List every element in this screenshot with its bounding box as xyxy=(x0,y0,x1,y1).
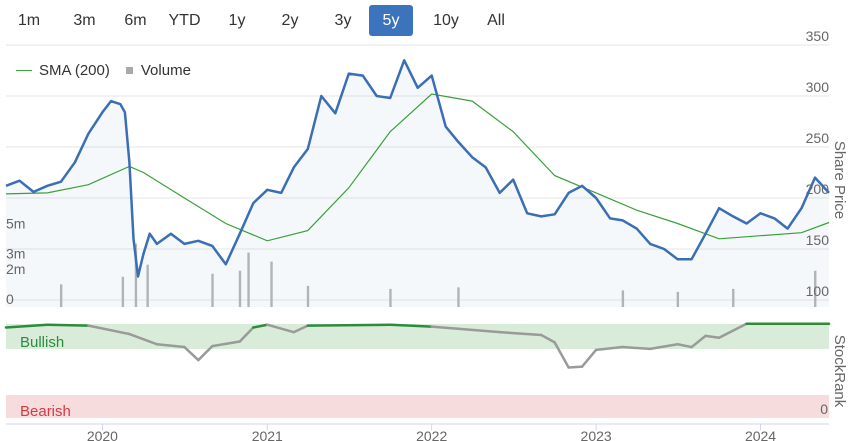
stockrank-segment xyxy=(388,323,433,328)
volume-bar xyxy=(270,261,273,307)
volume-legend-label: Volume xyxy=(140,62,191,79)
stockrank-segment xyxy=(306,323,392,327)
x-tick-label: 2022 xyxy=(416,428,447,441)
volume-bar xyxy=(59,284,63,307)
stockrank-axis-label: StockRank xyxy=(831,335,848,408)
x-axis-ticks: 2020 2021 2022 2023 2024 xyxy=(87,424,776,441)
stockrank-segment xyxy=(46,323,90,327)
sma-legend-swatch xyxy=(16,70,32,71)
price-tick-label: 100 xyxy=(806,283,830,299)
range-button-1y[interactable]: 1y xyxy=(218,5,256,36)
stockrank-segment xyxy=(238,326,255,343)
stockrank-segment xyxy=(676,343,693,349)
volume-bar xyxy=(211,273,214,307)
bearish-band xyxy=(6,395,829,418)
stockrank-segment xyxy=(690,334,707,349)
stockrank-segment xyxy=(197,344,214,362)
range-button-5y[interactable]: 5y xyxy=(369,5,413,36)
stockrank-segment xyxy=(292,324,310,334)
stockrank-segment xyxy=(594,345,624,352)
stockrank-segment xyxy=(704,334,721,339)
stockrank-segment xyxy=(128,332,159,346)
volume-bars xyxy=(59,243,817,307)
stockrank-segment xyxy=(266,323,296,334)
stockrank-segment xyxy=(539,333,556,344)
stockrank-segment xyxy=(580,348,598,368)
range-button-3y[interactable]: 3y xyxy=(322,5,364,36)
volume-bar xyxy=(121,276,125,307)
bullish-band xyxy=(6,324,829,349)
volume-bar xyxy=(306,285,310,307)
volume-bar xyxy=(247,252,250,307)
volume-tick-label: 5m xyxy=(6,215,25,231)
price-tick-label: 250 xyxy=(806,130,830,146)
sma-line xyxy=(5,93,830,242)
range-button-ytd[interactable]: YTD xyxy=(163,5,206,36)
sma-legend-label: SMA (200) xyxy=(39,62,110,79)
price-line xyxy=(5,59,830,278)
volume-bar xyxy=(134,243,138,307)
volume-tick-label: 3m xyxy=(6,246,25,262)
x-tick-label: 2023 xyxy=(581,428,612,441)
stockrank-segment xyxy=(155,343,186,349)
stockrank-segment xyxy=(211,340,242,348)
stockrank-segment xyxy=(4,323,49,329)
stockrank-zero-tick: 0 xyxy=(820,401,828,417)
stockrank-segment xyxy=(252,323,269,329)
legend: SMA (200) Volume xyxy=(16,62,191,79)
stockrank-segment xyxy=(717,322,748,339)
volume-legend-swatch xyxy=(125,67,133,74)
price-tick-label: 200 xyxy=(806,181,830,197)
bullish-label: Bullish xyxy=(20,334,64,351)
range-button-10y[interactable]: 10y xyxy=(425,5,467,36)
volume-bar xyxy=(732,288,735,307)
stockrank-segment xyxy=(498,330,543,337)
x-tick-label: 2021 xyxy=(252,428,283,441)
stockrank-segment xyxy=(621,345,652,351)
grid xyxy=(6,44,829,301)
x-tick-label: 2020 xyxy=(87,428,118,441)
range-button-3m[interactable]: 3m xyxy=(62,5,107,36)
range-button-6m[interactable]: 6m xyxy=(113,5,158,36)
stockrank-segment xyxy=(567,365,584,369)
range-button-1m[interactable]: 1m xyxy=(8,5,50,36)
volume-bar xyxy=(457,287,460,307)
stockrank-line xyxy=(4,322,831,369)
price-area xyxy=(6,60,829,307)
volume-bar xyxy=(676,291,680,307)
x-tick-label: 2024 xyxy=(745,428,776,441)
stockrank-segment xyxy=(87,324,131,336)
price-tick-label: 150 xyxy=(806,232,830,248)
price-axis-label: Share Price xyxy=(831,141,848,219)
volume-tick-label: 2m xyxy=(6,261,25,277)
stockrank-segment xyxy=(648,343,679,351)
volume-bar xyxy=(621,290,625,307)
range-button-2y[interactable]: 2y xyxy=(271,5,309,36)
volume-bar xyxy=(238,270,242,307)
volume-bar xyxy=(146,264,149,307)
price-tick-label: 350 xyxy=(806,28,830,44)
volume-tick-label: 0 xyxy=(6,291,14,307)
bearish-label: Bearish xyxy=(20,403,71,420)
stockrank-segment xyxy=(553,341,570,369)
range-button-all[interactable]: All xyxy=(481,5,511,36)
price-tick-label: 300 xyxy=(806,79,830,95)
stockrank-segment xyxy=(183,345,200,362)
price-axis-ticks: 100 150 200 250 300 350 xyxy=(806,28,830,299)
volume-bar xyxy=(814,270,817,307)
volume-bar xyxy=(389,288,392,307)
stockrank-segment xyxy=(430,325,501,334)
